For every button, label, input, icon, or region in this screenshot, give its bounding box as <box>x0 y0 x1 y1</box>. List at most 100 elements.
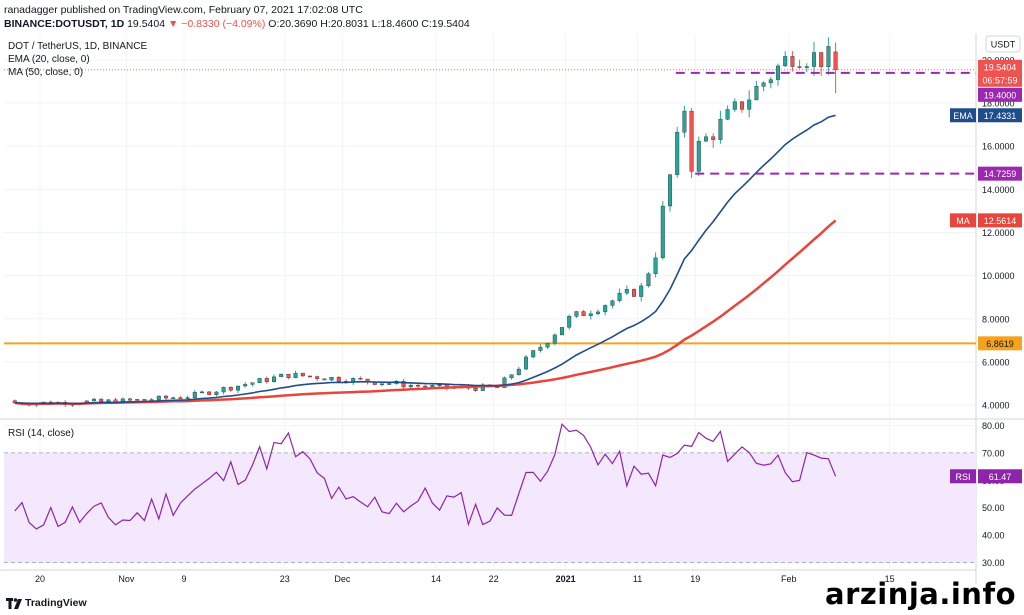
candle[interactable] <box>711 133 716 148</box>
candle[interactable] <box>675 126 680 178</box>
candle[interactable] <box>264 376 269 384</box>
candle[interactable] <box>725 105 730 120</box>
rsi-tick-label: 70.00 <box>982 448 1005 458</box>
candle[interactable] <box>293 370 298 379</box>
candle[interactable] <box>250 382 255 387</box>
price-pane[interactable] <box>4 34 976 418</box>
candle[interactable] <box>135 399 140 401</box>
candle[interactable] <box>639 282 644 302</box>
rsi-legend[interactable]: RSI (14, close) <box>8 428 75 439</box>
candle[interactable] <box>199 390 204 394</box>
candle[interactable] <box>610 299 615 309</box>
candle[interactable] <box>668 173 673 212</box>
date-tick-label: Dec <box>334 574 351 584</box>
candle[interactable] <box>804 63 809 73</box>
candle[interactable] <box>790 51 795 72</box>
candle[interactable] <box>740 101 745 113</box>
candle[interactable] <box>207 391 212 396</box>
candle[interactable] <box>783 51 788 67</box>
candle[interactable] <box>761 81 766 92</box>
candle[interactable] <box>689 107 694 179</box>
candle[interactable] <box>632 288 637 298</box>
candle[interactable] <box>473 387 478 392</box>
candle[interactable] <box>516 366 521 376</box>
candle[interactable] <box>588 310 593 320</box>
candle[interactable] <box>272 374 277 383</box>
candle[interactable] <box>696 136 701 176</box>
candle[interactable] <box>624 285 629 296</box>
candle[interactable] <box>99 398 104 402</box>
candle[interactable] <box>531 349 536 359</box>
candle[interactable] <box>682 105 687 138</box>
rsi-tick-label: 30.00 <box>982 558 1005 568</box>
candle[interactable] <box>221 386 226 395</box>
candle[interactable] <box>358 376 363 380</box>
candle[interactable] <box>524 355 529 371</box>
last-price-label[interactable]: 19.5404 <box>978 59 1022 74</box>
candle[interactable] <box>192 389 197 400</box>
candle[interactable] <box>826 37 831 75</box>
candle[interactable] <box>286 373 291 380</box>
candle[interactable] <box>329 377 334 382</box>
candle[interactable] <box>308 375 313 378</box>
candle[interactable] <box>552 333 557 346</box>
candle[interactable] <box>617 288 622 303</box>
candle[interactable] <box>257 377 262 383</box>
ma-value-label[interactable]: MA 12.5614 <box>950 213 1022 228</box>
candle[interactable] <box>178 396 183 399</box>
candle[interactable] <box>235 385 240 393</box>
candle[interactable] <box>747 90 752 118</box>
resistance-label[interactable]: 19.4000 <box>978 87 1022 102</box>
candle[interactable] <box>408 382 413 389</box>
ema-line[interactable] <box>14 114 836 405</box>
candle[interactable] <box>322 378 327 381</box>
candle[interactable] <box>509 374 514 380</box>
candle[interactable] <box>91 398 96 402</box>
candle[interactable] <box>603 304 608 316</box>
candle[interactable] <box>171 396 176 399</box>
candle[interactable] <box>300 372 305 377</box>
candle[interactable] <box>704 133 709 142</box>
ema-legend[interactable]: EMA (20, close, 0) <box>8 54 90 65</box>
candle[interactable] <box>243 382 248 388</box>
candle[interactable] <box>142 399 147 401</box>
candle[interactable] <box>380 383 385 387</box>
candle[interactable] <box>768 77 773 89</box>
candle[interactable] <box>560 327 565 336</box>
candle[interactable] <box>660 201 665 260</box>
candle[interactable] <box>581 309 586 316</box>
candle[interactable] <box>401 378 406 389</box>
candle[interactable] <box>538 343 543 353</box>
ma-legend[interactable]: MA (50, close, 0) <box>8 67 84 78</box>
candle[interactable] <box>646 271 651 288</box>
currency-badge[interactable] <box>985 35 1021 53</box>
horizontal-label[interactable]: 6.8619 <box>978 336 1022 351</box>
candle[interactable] <box>596 309 601 316</box>
candle[interactable] <box>214 390 219 397</box>
candle[interactable] <box>653 252 658 278</box>
candle[interactable] <box>228 386 233 392</box>
candle[interactable] <box>567 314 572 330</box>
candle[interactable] <box>732 98 737 112</box>
candle[interactable] <box>315 375 320 382</box>
candle[interactable] <box>279 373 284 378</box>
candle[interactable] <box>336 375 341 383</box>
candle[interactable] <box>819 52 824 76</box>
date-tick-label: 2021 <box>556 574 576 584</box>
candle[interactable] <box>797 59 802 69</box>
support-label[interactable]: 14.7259 <box>978 166 1022 181</box>
rsi-line[interactable] <box>14 423 837 530</box>
tradingview-logo[interactable]: TradingView <box>6 597 87 609</box>
candle[interactable] <box>574 311 579 319</box>
countdown-label[interactable]: 06:57:59 <box>978 72 1022 87</box>
candle[interactable] <box>156 395 161 401</box>
candle[interactable] <box>718 110 723 144</box>
candle[interactable] <box>163 395 168 401</box>
candle[interactable] <box>776 63 781 86</box>
candle[interactable] <box>812 42 817 77</box>
candle[interactable] <box>754 80 759 101</box>
ema-value-label[interactable]: EMA 17.4331 <box>950 108 1022 123</box>
rsi-value-label[interactable]: RSI 61.47 <box>950 469 1022 484</box>
candle[interactable] <box>545 342 550 349</box>
